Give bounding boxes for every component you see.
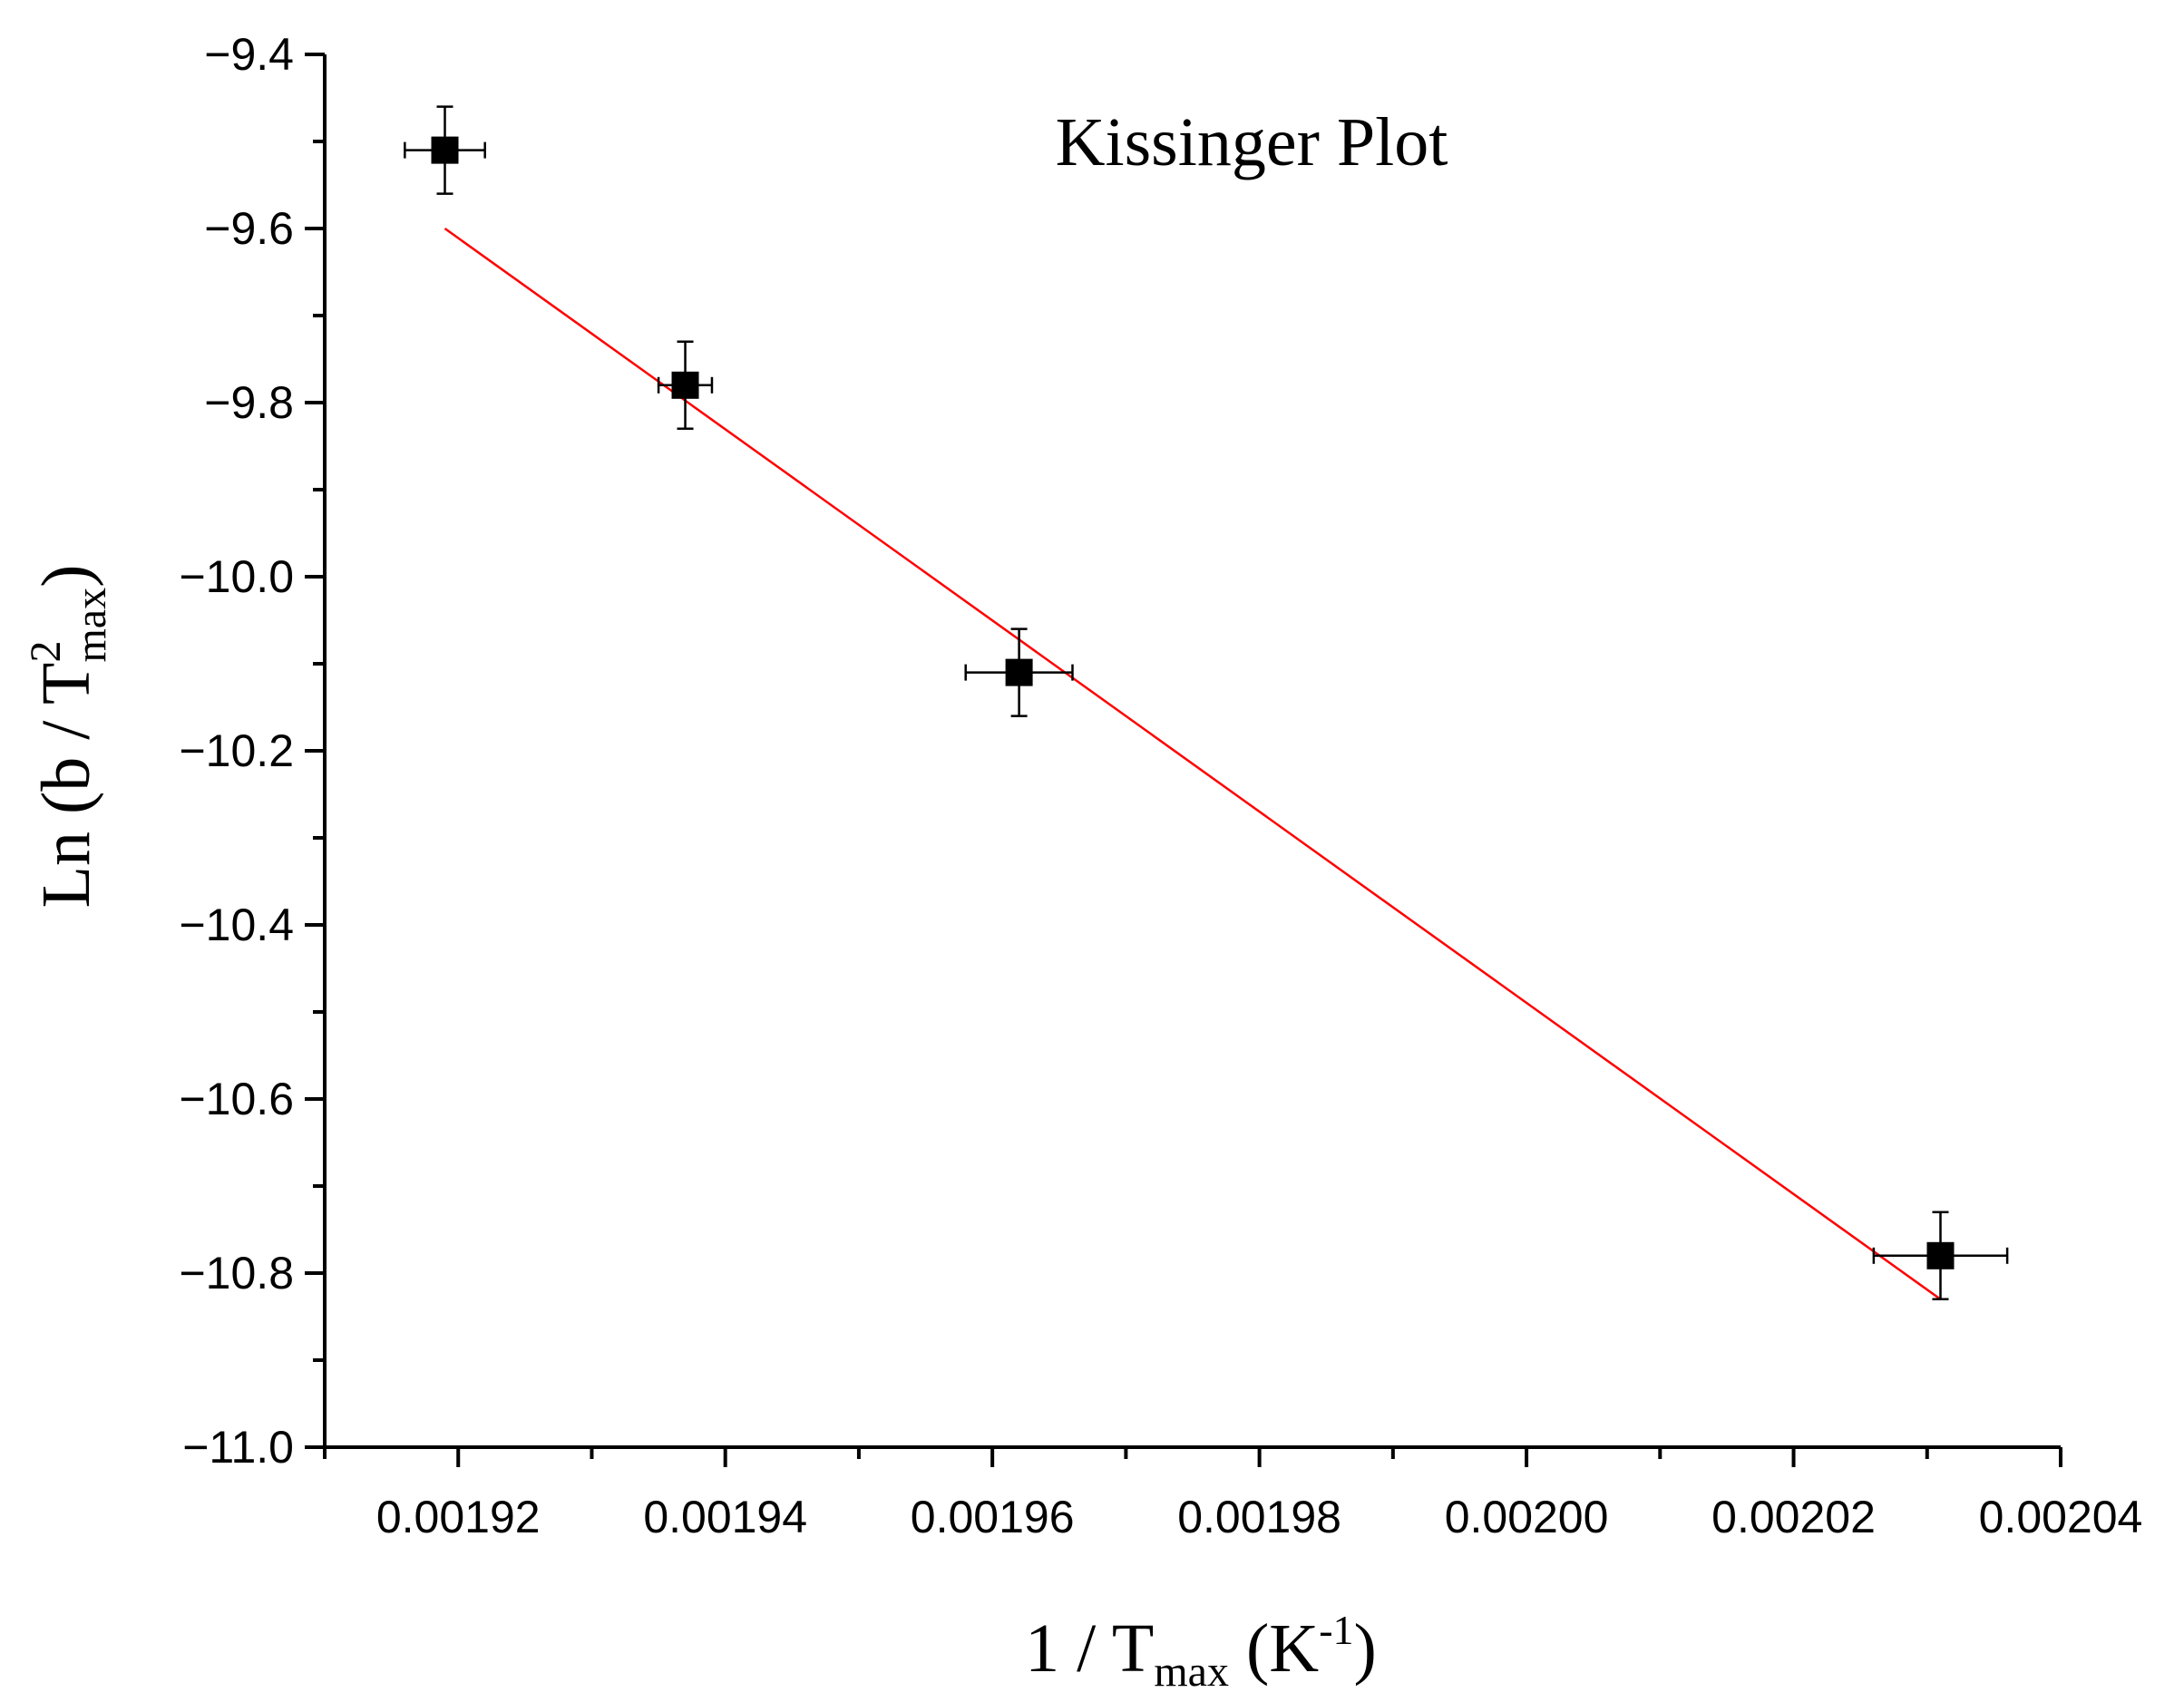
x-label-subscript: max bbox=[1154, 1648, 1229, 1696]
y-tick-label: −10.0 bbox=[179, 551, 294, 602]
linear-fit-line bbox=[444, 227, 1942, 1300]
data-point-marker bbox=[431, 136, 459, 164]
series-layer bbox=[404, 105, 2009, 1301]
y-label-suffix: ) bbox=[28, 565, 104, 588]
y-tick-label: −9.8 bbox=[204, 377, 294, 428]
x-tick-label: 0.00200 bbox=[1445, 1492, 1609, 1542]
data-point-group bbox=[404, 105, 486, 195]
x-tick-label: 0.00194 bbox=[643, 1492, 807, 1542]
y-tick-label: −10.6 bbox=[179, 1074, 294, 1124]
y-axis-ticks: −9.4 −9.6 −9.8 −10.0 −10.2 −10.4 −10.6 −10.8 −11… bbox=[179, 29, 325, 1473]
data-point-marker bbox=[1926, 1241, 1955, 1269]
y-tick-label: −10.2 bbox=[179, 725, 294, 776]
chart-title: Kissinger Plot bbox=[1056, 104, 1448, 180]
x-axis-label: 1 / Tmax (K-1) bbox=[1025, 1607, 1377, 1696]
y-label-prefix: Ln (b / T bbox=[28, 663, 104, 909]
y-tick-label: −11.0 bbox=[182, 1422, 294, 1473]
y-tick-label: −9.6 bbox=[204, 203, 294, 254]
y-tick-label: −9.4 bbox=[204, 29, 294, 80]
y-tick-label: −10.8 bbox=[179, 1248, 294, 1298]
x-tick-label: 0.00196 bbox=[911, 1492, 1075, 1542]
y-label-subscript: max bbox=[67, 588, 115, 663]
data-point-marker bbox=[671, 371, 699, 399]
y-tick-label: −10.4 bbox=[179, 900, 294, 950]
data-point-group bbox=[964, 627, 1074, 717]
data-point-marker bbox=[1005, 658, 1033, 686]
x-axis-ticks: 0.00192 0.00194 0.00196 0.00198 0.00200 0.002… bbox=[323, 1447, 2143, 1542]
x-label-unit-open: (K bbox=[1229, 1610, 1319, 1687]
x-tick-label: 0.00202 bbox=[1711, 1492, 1876, 1542]
plot-area bbox=[323, 54, 2061, 1449]
data-point-group bbox=[657, 340, 714, 431]
data-point-group bbox=[1872, 1211, 2009, 1301]
x-label-base: 1 / T bbox=[1025, 1610, 1154, 1687]
x-tick-label: 0.00204 bbox=[1979, 1492, 2143, 1542]
x-tick-label: 0.00198 bbox=[1177, 1492, 1341, 1542]
y-axis-label: Ln (b / T2max) bbox=[22, 565, 115, 909]
x-label-unit-superscript: -1 bbox=[1319, 1607, 1353, 1653]
x-label-unit-close: ) bbox=[1354, 1610, 1377, 1687]
x-tick-label: 0.00192 bbox=[376, 1492, 541, 1542]
y-label-superscript: 2 bbox=[22, 641, 70, 663]
